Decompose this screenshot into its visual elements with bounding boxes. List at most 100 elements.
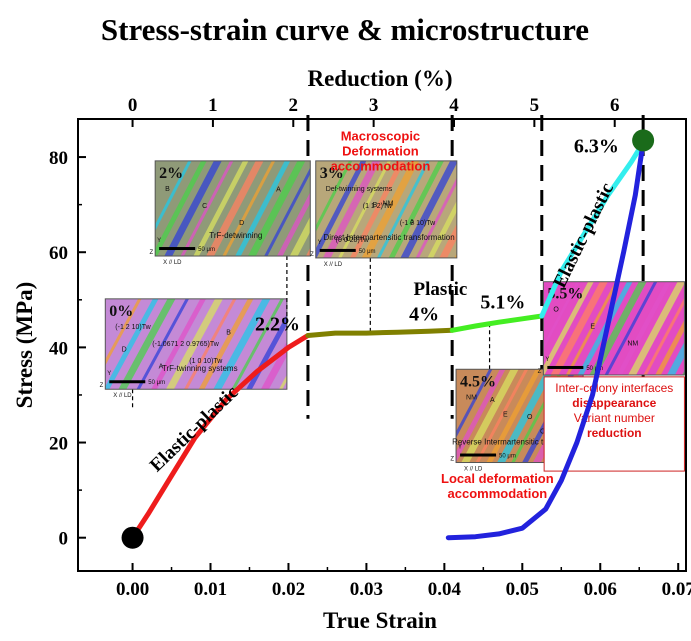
axis-glyph-z: Z xyxy=(310,252,314,258)
x-tick-label: 0.00 xyxy=(116,579,149,600)
inset-note: E xyxy=(590,324,595,331)
inset-stripe xyxy=(543,281,594,375)
inset-note: (-1.0671 2 0.9765)Tw xyxy=(152,341,219,348)
inset-note: NM xyxy=(383,201,394,208)
inset-stripe xyxy=(415,177,457,258)
axis-glyph-y: Y xyxy=(458,445,462,451)
scale-bar xyxy=(547,365,584,369)
inset-note: C xyxy=(346,236,351,243)
inset-note: (1 0 10)Tw xyxy=(189,358,223,365)
inset-stage-label: 4.5% xyxy=(460,373,496,390)
endpoint-marker xyxy=(121,526,144,549)
inset-stripe xyxy=(628,281,685,375)
inset-note: A xyxy=(276,187,281,194)
inset-note: B xyxy=(226,329,231,336)
inset-stripe xyxy=(291,289,351,399)
inset-note: (0 0 20)Tw xyxy=(336,237,370,244)
axis-glyph-y: Y xyxy=(545,357,549,363)
inset-note: C xyxy=(202,203,207,210)
axis-glyph-x: X // LD xyxy=(464,467,483,473)
inset-stripe xyxy=(616,281,672,375)
inset-stripe xyxy=(278,374,287,390)
inset-stripe xyxy=(264,167,311,257)
scale-bar-label: 50 μm xyxy=(499,454,516,460)
inset-stripe xyxy=(427,200,457,258)
inset-stripe xyxy=(464,151,524,268)
strain-point-label: 2.2% xyxy=(255,314,300,336)
inset-caption: Reverse Intermartensitic transformation xyxy=(452,438,592,447)
x-tick-label: 0.07 xyxy=(662,579,691,600)
inset-stripe xyxy=(349,160,406,258)
plot-area: 0.00 0.01 0.02 0.03 0.04 0.05 0.06 0.0702040608… xyxy=(49,95,691,600)
inset-note: B xyxy=(373,202,378,209)
info-box-line: reduction xyxy=(587,426,642,440)
inset-stripe xyxy=(155,160,192,231)
x-tick-label: 0.02 xyxy=(272,579,305,600)
inset-note: B xyxy=(165,186,170,193)
deformation-annotation: Local deformation xyxy=(441,471,554,486)
strain-point-label: 5.1% xyxy=(480,291,525,313)
inset-stripe xyxy=(165,298,223,390)
deformation-annotation: Macroscopic xyxy=(341,128,420,143)
scale-bar-label: 50 μm xyxy=(198,247,215,253)
inset-note: D xyxy=(122,346,127,353)
x2-tick-label: 2 xyxy=(289,95,299,116)
inset-stripe xyxy=(315,160,367,258)
axis-glyph-z: Z xyxy=(450,457,454,463)
scale-bar xyxy=(460,453,497,457)
axis-glyph-z: Z xyxy=(538,369,542,375)
inset-caption: TrF-twinning systems xyxy=(162,364,238,373)
axis-glyph-x: X // LD xyxy=(113,393,132,399)
y-tick-label: 80 xyxy=(49,148,68,169)
endpoint-marker xyxy=(632,129,655,152)
inset-stripe xyxy=(164,160,222,257)
x-axis-label: True Strain xyxy=(323,608,437,633)
axis-glyph-x: X // LD xyxy=(163,260,182,266)
inset-note: Def-twinning systems xyxy=(326,186,393,193)
inset-stage-label: 3% xyxy=(320,165,344,182)
inset-stage-label: 0% xyxy=(109,303,133,320)
axis-glyph-z: Z xyxy=(100,383,104,389)
y-tick-label: 40 xyxy=(49,338,68,359)
series-line xyxy=(539,140,646,319)
inset-stage-label: 5.5% xyxy=(547,286,583,303)
axis-glyph-z: Z xyxy=(149,250,153,256)
axis-glyph-y: Y xyxy=(157,238,161,244)
series-line xyxy=(445,140,646,541)
inset-border xyxy=(104,298,288,390)
inset-stripe xyxy=(655,319,685,375)
scale-bar-label: 50 μm xyxy=(586,366,603,372)
inset-stripe xyxy=(454,253,457,258)
top-axis-label: Reduction (%) xyxy=(307,66,452,91)
inset-note: O xyxy=(553,307,559,314)
inset-stripe xyxy=(213,298,271,390)
inset-stripe xyxy=(543,281,580,351)
inset-stripe xyxy=(231,298,285,390)
inset-stripe xyxy=(400,160,457,258)
inset-stripe xyxy=(643,297,685,375)
regime-label: Plastic xyxy=(414,279,468,300)
inset-stripe xyxy=(276,192,311,257)
inset-stripe xyxy=(361,160,420,258)
plot-frame xyxy=(77,118,687,572)
inset-note: C xyxy=(540,428,545,435)
inset-note: A xyxy=(159,363,164,370)
info-box-frame xyxy=(543,376,685,472)
y-axis-label: Stress (MPa) xyxy=(12,282,37,409)
x-tick-label: 0.03 xyxy=(350,579,383,600)
inset-stripe xyxy=(222,160,276,257)
inset-note: (1 1 2)Tw xyxy=(363,203,393,210)
inset-note: O xyxy=(527,414,533,421)
regime-label: Elastic-plastic xyxy=(146,382,243,476)
inset-note: (-1 2 10)Tw xyxy=(115,324,151,331)
info-box: Inter-colony interfacesdisappearanceVari… xyxy=(543,376,685,472)
deformation-annotation: Deformation xyxy=(342,143,419,158)
inset-stripe xyxy=(235,160,291,257)
inset-stage-label: 2% xyxy=(159,165,183,182)
strain-point-label: 4% xyxy=(409,303,439,325)
inset-note: D xyxy=(239,220,244,227)
series-line xyxy=(449,313,545,333)
inset-stripe xyxy=(315,160,353,233)
inset-stripe xyxy=(247,160,306,257)
